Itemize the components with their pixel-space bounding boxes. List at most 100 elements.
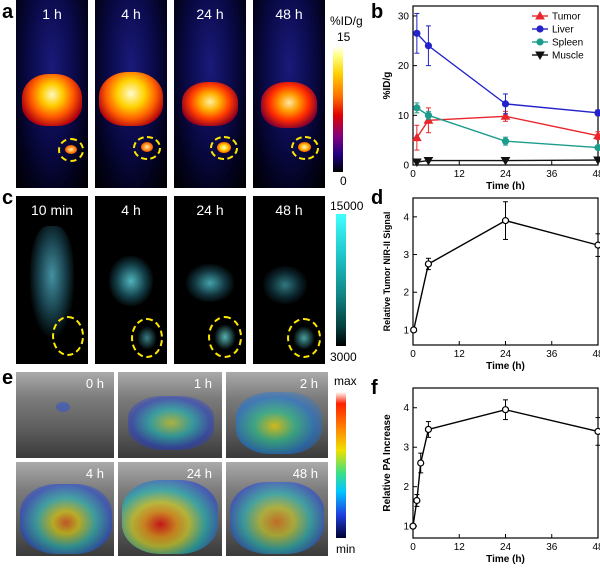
tumor-signal xyxy=(298,142,311,152)
nir-colorbar xyxy=(336,214,346,346)
colorbar-min: 0 xyxy=(340,174,347,188)
liver-signal xyxy=(186,264,234,302)
colorbar-max: 15000 xyxy=(330,199,364,213)
colorbar-min: 3000 xyxy=(330,350,357,364)
data-point xyxy=(410,326,418,334)
series-line xyxy=(416,107,599,149)
liver-signal xyxy=(182,82,238,126)
liver-signal xyxy=(99,72,163,126)
nir-time-label: 24 h xyxy=(196,202,224,218)
series-line xyxy=(416,159,599,163)
liver-signal xyxy=(22,74,82,126)
pa-time-label: 0 h xyxy=(85,376,104,391)
x-axis-label: Time (h) xyxy=(486,554,525,565)
y-tick-label: 1 xyxy=(403,522,409,533)
y-tick-label: 10 xyxy=(398,111,410,122)
tumor-signal xyxy=(293,326,315,350)
liver-signal xyxy=(263,266,307,304)
data-point xyxy=(593,156,600,166)
pet-image-1: 1 h xyxy=(16,0,88,188)
tumor-signal xyxy=(217,142,231,153)
x-tick-label: 48 xyxy=(592,542,600,553)
data-point xyxy=(413,104,421,112)
pet-time-label: 1 h xyxy=(42,6,62,22)
y-axis-label: Relative PA Increase xyxy=(382,414,393,512)
data-point xyxy=(424,260,433,268)
colorbar-max: 15 xyxy=(337,30,351,44)
x-tick-label: 24 xyxy=(500,169,512,180)
pa-signal-spot xyxy=(128,396,214,450)
pa-image-0h: 0 h xyxy=(16,372,114,458)
chart-d: 0122436481234Time (h)Relative Tumor NIR-… xyxy=(382,197,600,372)
data-point xyxy=(501,217,510,225)
nir-time-label: 48 h xyxy=(275,202,303,218)
tumor-circle xyxy=(131,318,163,358)
nir-image-4h: 4 h xyxy=(95,196,167,364)
x-tick-label: 36 xyxy=(546,542,558,553)
data-point xyxy=(500,157,511,166)
series-tumor xyxy=(411,107,600,151)
legend-label: Tumor xyxy=(552,12,581,23)
liver-signal xyxy=(109,256,153,306)
pa-signal-spot xyxy=(230,482,324,554)
data-point xyxy=(536,25,544,33)
pet-image-48: 48 h xyxy=(253,0,325,188)
data-point xyxy=(593,130,600,140)
x-tick-label: 0 xyxy=(410,349,416,360)
x-tick-label: 36 xyxy=(546,169,558,180)
nir-image-10min: 10 min xyxy=(16,196,88,364)
data-point xyxy=(594,241,600,249)
pa-time-label: 1 h xyxy=(193,376,212,391)
pa-time-label: 2 h xyxy=(299,376,318,391)
pa-time-label: 4 h xyxy=(85,466,104,481)
legend-label: Liver xyxy=(552,25,574,36)
x-tick-label: 48 xyxy=(592,169,600,180)
tumor-circle xyxy=(287,318,321,358)
data-point xyxy=(501,100,510,108)
x-tick-label: 48 xyxy=(592,349,600,360)
chart-b: 0 12 24 36 48 0 10 20 30 Time (h) %ID/g Tumor Liver… xyxy=(382,5,600,190)
y-axis-label: %ID/g xyxy=(382,72,393,100)
panel-label-c: c xyxy=(2,187,14,209)
pa-image-2h: 2 h xyxy=(226,372,328,458)
legend-label: Muscle xyxy=(552,51,584,62)
y-tick-label: 2 xyxy=(403,482,409,493)
pet-image-4: 4 h xyxy=(95,0,167,188)
panel-label-b: b xyxy=(371,1,384,23)
data-point xyxy=(501,137,510,145)
pa-signal-spot xyxy=(122,480,218,554)
y-tick-label: 2 xyxy=(403,288,409,299)
colorbar-unit: %ID/g xyxy=(330,14,363,28)
pa-image-4h: 4 h xyxy=(16,462,114,556)
pet-time-label: 48 h xyxy=(275,6,303,22)
data-point xyxy=(424,42,433,50)
series-line xyxy=(416,32,599,114)
legend-label: Spleen xyxy=(552,38,583,49)
pet-time-label: 24 h xyxy=(196,6,224,22)
data-point xyxy=(535,51,545,61)
y-tick-label: 1 xyxy=(403,325,409,336)
pa-image-1h: 1 h xyxy=(118,372,222,458)
data-point xyxy=(413,29,421,37)
tumor-circle xyxy=(52,316,84,356)
x-axis-label: Time (h) xyxy=(486,361,525,372)
nir-image-24h: 24 h xyxy=(174,196,246,364)
series-line xyxy=(416,115,599,139)
data-point xyxy=(423,157,434,166)
data-point xyxy=(413,496,421,505)
series-liver xyxy=(413,12,600,117)
nir-time-label: 10 min xyxy=(30,202,74,218)
x-tick-label: 36 xyxy=(546,349,558,360)
x-tick-label: 12 xyxy=(454,542,466,553)
data-point xyxy=(411,158,422,168)
pet-time-label: 4 h xyxy=(121,6,141,22)
tumor-signal xyxy=(214,324,236,350)
pa-signal-spot xyxy=(56,402,70,412)
tumor-circle xyxy=(208,316,242,358)
y-tick-label: 3 xyxy=(403,250,409,261)
pa-signal-spot xyxy=(236,392,322,454)
pet-image-24: 24 h xyxy=(174,0,246,188)
y-tick-label: 20 xyxy=(398,61,410,72)
y-tick-label: 30 xyxy=(398,11,410,22)
pa-time-label: 48 h xyxy=(292,466,318,481)
